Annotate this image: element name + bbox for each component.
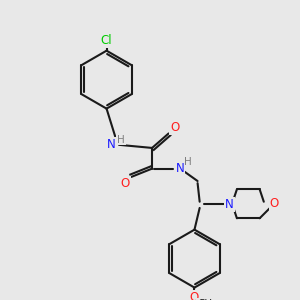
- Text: O: O: [170, 121, 179, 134]
- Text: N: N: [107, 138, 116, 151]
- Text: N: N: [225, 198, 234, 211]
- Text: O: O: [269, 197, 279, 210]
- Text: N: N: [176, 162, 184, 175]
- Text: O: O: [121, 177, 130, 190]
- Text: H: H: [184, 158, 192, 167]
- Text: H: H: [117, 135, 125, 145]
- Text: O: O: [190, 291, 199, 300]
- Text: CH₃: CH₃: [197, 299, 217, 300]
- Text: Cl: Cl: [101, 34, 112, 47]
